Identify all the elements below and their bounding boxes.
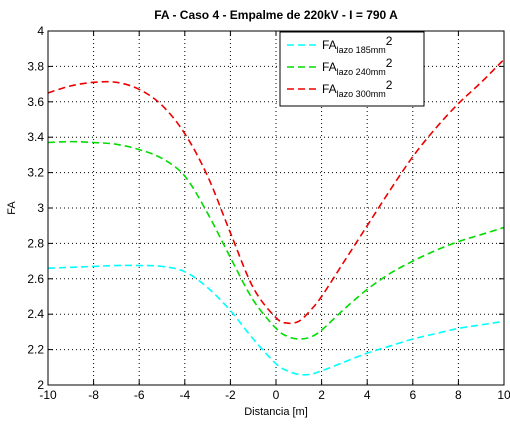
legend-label-subscript: lazo 300mm bbox=[337, 89, 386, 99]
legend-label-superscript: 2 bbox=[386, 78, 393, 92]
y-tick-label: 2.4 bbox=[27, 307, 44, 321]
series-layer bbox=[47, 58, 505, 376]
tick-marks bbox=[47, 30, 505, 386]
y-tick-label: 4 bbox=[37, 24, 44, 38]
y-tick-labels: 2 2.2 2.4 2.6 2.8 3 3.2 3.4 3.6 3.8 4 bbox=[27, 24, 44, 392]
legend-label-superscript: 2 bbox=[386, 56, 393, 70]
chart-title: FA - Caso 4 - Empalme de 220kV - I = 790… bbox=[154, 8, 398, 22]
series-line-0 bbox=[47, 264, 505, 376]
legend-label-main: FA bbox=[322, 82, 337, 96]
x-tick-label: 4 bbox=[364, 388, 371, 402]
x-tick-label: -4 bbox=[179, 388, 190, 402]
x-tick-label: -2 bbox=[225, 388, 236, 402]
legend-label-0: FAlazo 185mm2 bbox=[322, 34, 393, 55]
y-tick-label: 2.6 bbox=[27, 272, 44, 286]
y-axis-label: FA bbox=[6, 201, 18, 215]
x-tick-label: 2 bbox=[318, 388, 325, 402]
y-tick-label: 2.8 bbox=[27, 236, 44, 250]
legend-label-superscript: 2 bbox=[386, 34, 393, 48]
x-tick-label: -10 bbox=[39, 388, 57, 402]
y-tick-label: 3.4 bbox=[27, 130, 44, 144]
y-tick-label: 3.8 bbox=[27, 59, 44, 73]
legend-label-main: FA bbox=[322, 38, 337, 52]
x-axis-label: Distancia [m] bbox=[244, 406, 308, 418]
x-tick-label: 8 bbox=[455, 388, 462, 402]
y-tick-label: 2 bbox=[37, 378, 44, 392]
legend-label-2: FAlazo 300mm2 bbox=[322, 78, 393, 99]
grid bbox=[48, 31, 504, 385]
legend-label-main: FA bbox=[322, 60, 337, 74]
series-line-2 bbox=[47, 58, 505, 325]
y-tick-label: 2.2 bbox=[27, 343, 44, 357]
y-tick-label: 3 bbox=[37, 201, 44, 215]
x-tick-labels: -10 -8 -6 -4 -2 0 2 4 6 8 10 bbox=[39, 388, 510, 402]
x-tick-label: -8 bbox=[88, 388, 99, 402]
legend-label-1: FAlazo 240mm2 bbox=[322, 56, 393, 77]
x-tick-label: 10 bbox=[497, 388, 510, 402]
y-tick-label: 3.2 bbox=[27, 166, 44, 180]
legend-label-subscript: lazo 240mm bbox=[337, 67, 386, 77]
series-line-1 bbox=[47, 140, 505, 340]
y-tick-label: 3.6 bbox=[27, 95, 44, 109]
legend-label-subscript: lazo 185mm bbox=[337, 45, 386, 55]
x-tick-label: 0 bbox=[273, 388, 280, 402]
x-tick-label: 6 bbox=[409, 388, 416, 402]
x-tick-label: -6 bbox=[134, 388, 145, 402]
